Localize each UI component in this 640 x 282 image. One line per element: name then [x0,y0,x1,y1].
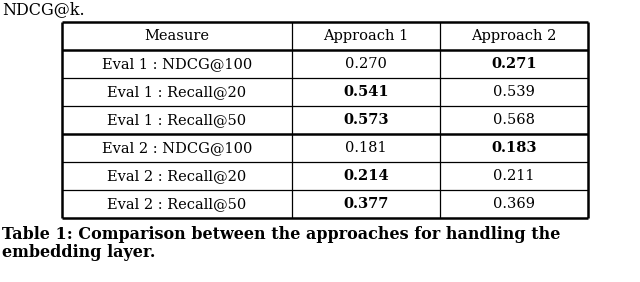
Text: Eval 2 : NDCG@100: Eval 2 : NDCG@100 [102,141,252,155]
Text: 0.377: 0.377 [343,197,388,211]
Text: embedding layer.: embedding layer. [2,244,156,261]
Text: Eval 2 : Recall@50: Eval 2 : Recall@50 [108,197,246,211]
Text: 0.211: 0.211 [493,169,535,183]
Text: 0.271: 0.271 [491,57,537,71]
Text: NDCG@k.: NDCG@k. [2,1,84,18]
Text: 0.270: 0.270 [345,57,387,71]
Text: Approach 1: Approach 1 [323,29,408,43]
Text: Eval 2 : Recall@20: Eval 2 : Recall@20 [108,169,246,183]
Text: 0.541: 0.541 [343,85,389,99]
Text: 0.568: 0.568 [493,113,535,127]
Text: Approach 2: Approach 2 [471,29,557,43]
Text: 0.573: 0.573 [343,113,388,127]
Text: Measure: Measure [145,29,209,43]
Text: 0.214: 0.214 [343,169,389,183]
Text: 0.181: 0.181 [345,141,387,155]
Text: Eval 1 : NDCG@100: Eval 1 : NDCG@100 [102,57,252,71]
Text: Eval 1 : Recall@50: Eval 1 : Recall@50 [108,113,246,127]
Text: 0.369: 0.369 [493,197,535,211]
Text: 0.183: 0.183 [492,141,537,155]
Text: Table 1: Comparison between the approaches for handling the: Table 1: Comparison between the approach… [2,226,561,243]
Text: 0.539: 0.539 [493,85,535,99]
Text: Eval 1 : Recall@20: Eval 1 : Recall@20 [108,85,246,99]
